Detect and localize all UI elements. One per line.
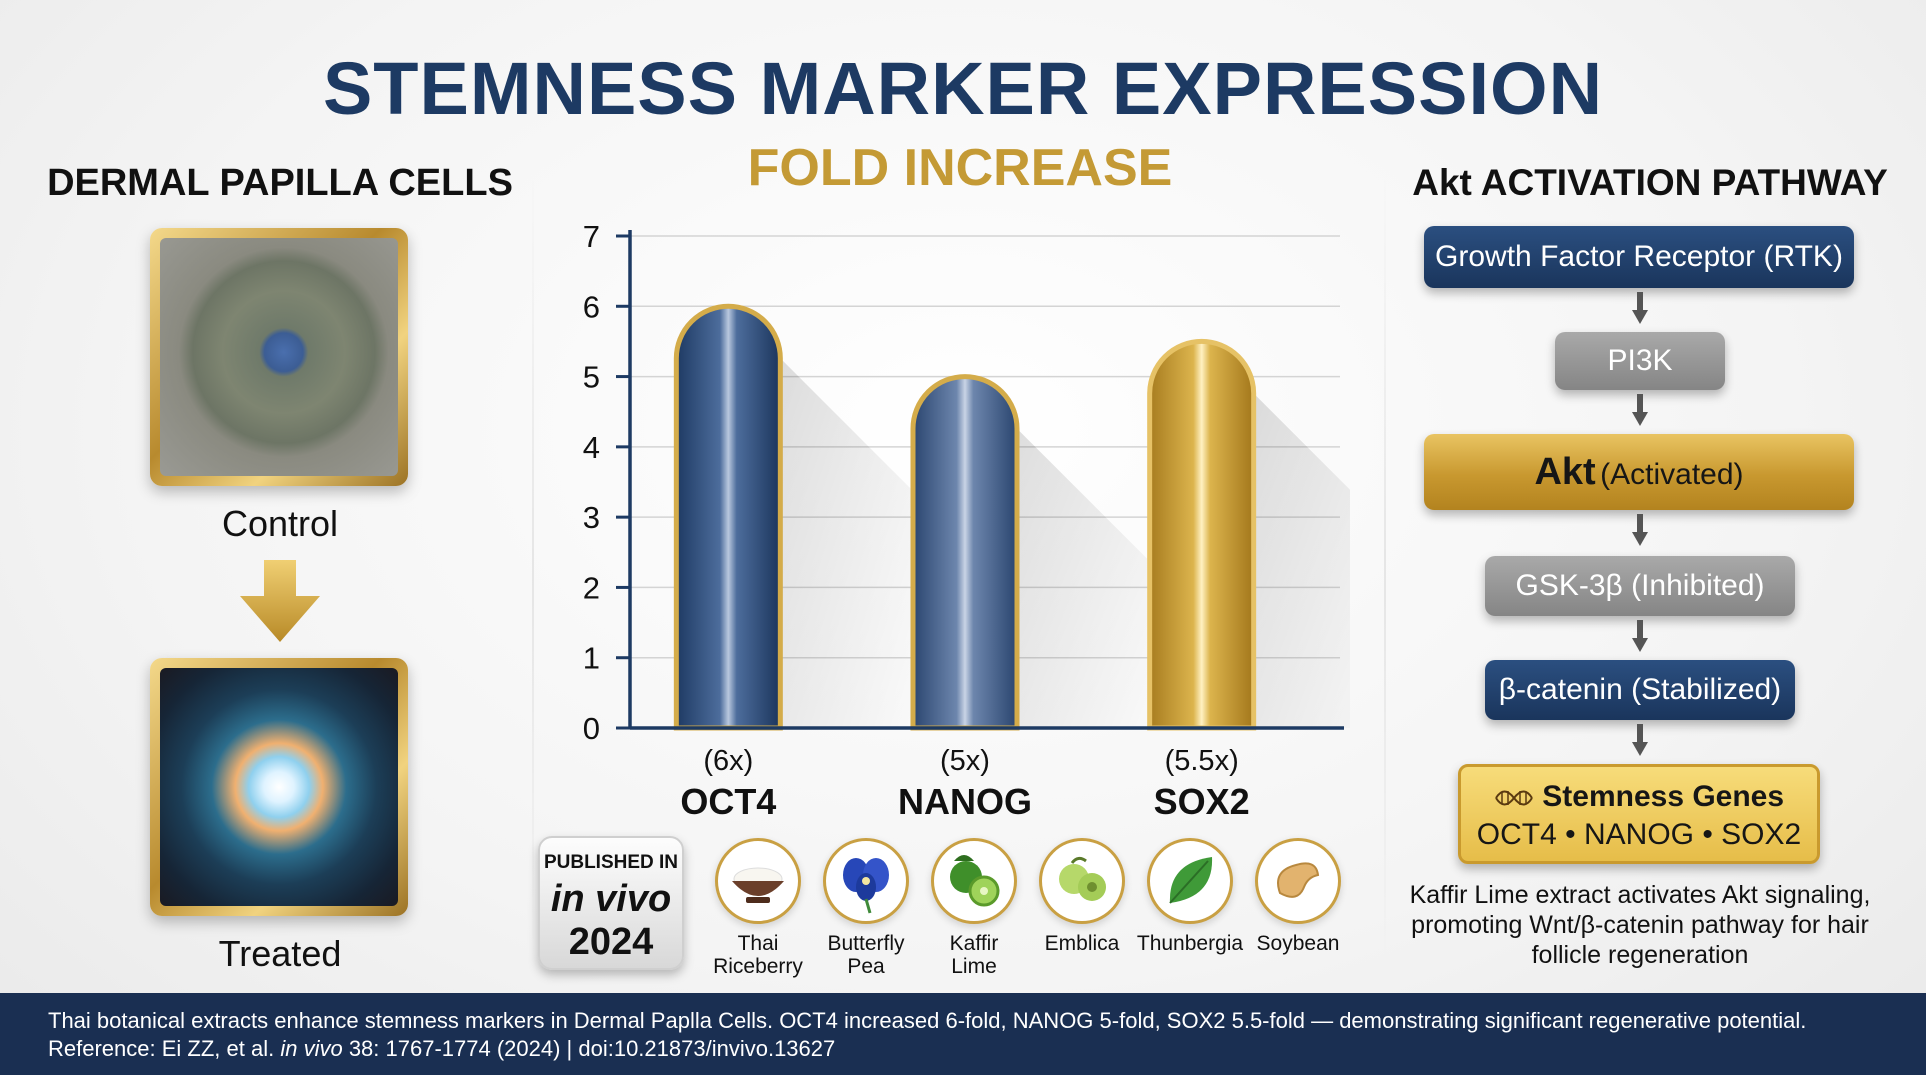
treated-label: Treated <box>218 933 342 974</box>
butterfly-pea-flower-icon <box>823 838 909 924</box>
control-cell-image <box>150 228 408 486</box>
x-category-label: OCT4 <box>680 781 776 820</box>
akt-label: Akt <box>1534 451 1596 493</box>
bar-value-label: (5.5x) <box>1165 745 1239 777</box>
footer-summary: Thai botanical extracts enhance stemness… <box>48 1008 1807 1033</box>
kaffir-lime-icon <box>931 838 1017 924</box>
source-label: Thunbergia <box>1136 932 1244 955</box>
treated-cell-image <box>150 658 408 916</box>
bar-shadow-nanog <box>1017 428 1147 728</box>
pathway-arrow-icon <box>1632 292 1648 324</box>
source-label: Kaffir Lime <box>949 932 999 978</box>
x-category-label: NANOG <box>898 781 1032 820</box>
published-badge: PUBLISHED IN in vivo 2024 <box>538 836 684 970</box>
source-label: Soybean <box>1256 932 1340 955</box>
journal-name: in vivo <box>550 878 672 920</box>
bar-value-label: (6x) <box>703 745 753 777</box>
footer-reference: Reference: Ei ZZ, et al. in vivo 38: 176… <box>48 1036 836 1061</box>
bar-chart: 0 1 2 3 4 5 6 7 (6x) OCT4 (5x) NANOG (5.5x) SOX2 <box>583 219 1350 820</box>
y-tick-label: 7 <box>583 219 600 254</box>
bar-sox2 <box>1147 338 1257 731</box>
y-tick-label: 3 <box>583 500 600 535</box>
pathway-note: Kaffir Lime extract activates Akt signal… <box>1409 881 1871 969</box>
pathway-arrow-icon <box>1632 514 1648 546</box>
rice-bowl-icon <box>715 838 801 924</box>
akt-state: (Activated) <box>1600 458 1744 491</box>
divider-left <box>532 170 534 970</box>
y-tick-label: 5 <box>583 360 600 395</box>
left-panel-title: DERMAL PAPILLA CELLS <box>47 162 513 204</box>
source-label: Emblica <box>1044 932 1120 955</box>
thunbergia-leaf-icon <box>1147 838 1233 924</box>
source-thunbergia: Thunbergia <box>1135 838 1245 955</box>
y-tick-label: 4 <box>583 430 600 465</box>
dna-icon <box>1495 790 1533 806</box>
control-label: Control <box>221 503 339 544</box>
source-label: Thai Riceberry <box>713 932 803 978</box>
pathway-rtk: Growth Factor Receptor (RTK) <box>1424 226 1854 288</box>
source-kaffir-lime: Kaffir Lime <box>919 838 1029 978</box>
emblica-fruit-icon <box>1039 838 1125 924</box>
pathway-akt: Akt (Activated) <box>1424 434 1854 510</box>
control-cell-picture <box>160 238 398 476</box>
source-soybean: Soybean <box>1243 838 1353 955</box>
genes-list: OCT4 • NANOG • SOX2 <box>1476 818 1802 851</box>
pathway-arrow-icon <box>1632 620 1648 652</box>
pathway-stemness-genes: Stemness Genes OCT4 • NANOG • SOX2 <box>1458 764 1820 864</box>
genes-title: Stemness Genes <box>1542 780 1785 813</box>
bar-oct4 <box>673 303 783 731</box>
y-tick-label: 1 <box>583 641 600 676</box>
bar-nanog <box>910 374 1020 731</box>
treated-cell-picture <box>160 668 398 906</box>
pathway-gsk: GSK-3β (Inhibited) <box>1485 556 1795 616</box>
divider-right <box>1384 170 1386 970</box>
bar-shadow-sox2 <box>1253 393 1350 728</box>
y-tick-label: 2 <box>583 570 600 605</box>
source-butterfly-pea: Butterfly Pea <box>811 838 921 978</box>
pathway-arrow-icon <box>1632 724 1648 756</box>
pathway-catenin: β-catenin (Stabilized) <box>1485 660 1795 720</box>
down-arrow-icon <box>240 560 320 642</box>
bar-value-label: (5x) <box>940 745 990 777</box>
y-tick-label: 6 <box>583 289 600 324</box>
footer-bar: Thai botanical extracts enhance stemness… <box>0 993 1926 1075</box>
pathway-arrow-icon <box>1632 394 1648 426</box>
main-title: STEMNESS MARKER EXPRESSION <box>322 47 1604 130</box>
pathway-pi3k: PI3K <box>1555 332 1725 390</box>
source-thai-riceberry: Thai Riceberry <box>703 838 813 978</box>
pathway-title: Akt ACTIVATION PATHWAY <box>1412 162 1888 203</box>
chart-subtitle: FOLD INCREASE <box>747 139 1173 197</box>
published-label: PUBLISHED IN <box>543 852 679 873</box>
source-emblica: Emblica <box>1027 838 1137 955</box>
source-label: Butterfly Pea <box>827 932 905 978</box>
x-category-label: SOX2 <box>1154 781 1250 820</box>
bar-shadow-oct4 <box>780 358 911 728</box>
publication-year: 2024 <box>568 921 654 963</box>
y-tick-label: 0 <box>583 711 600 746</box>
soybean-icon <box>1255 838 1341 924</box>
